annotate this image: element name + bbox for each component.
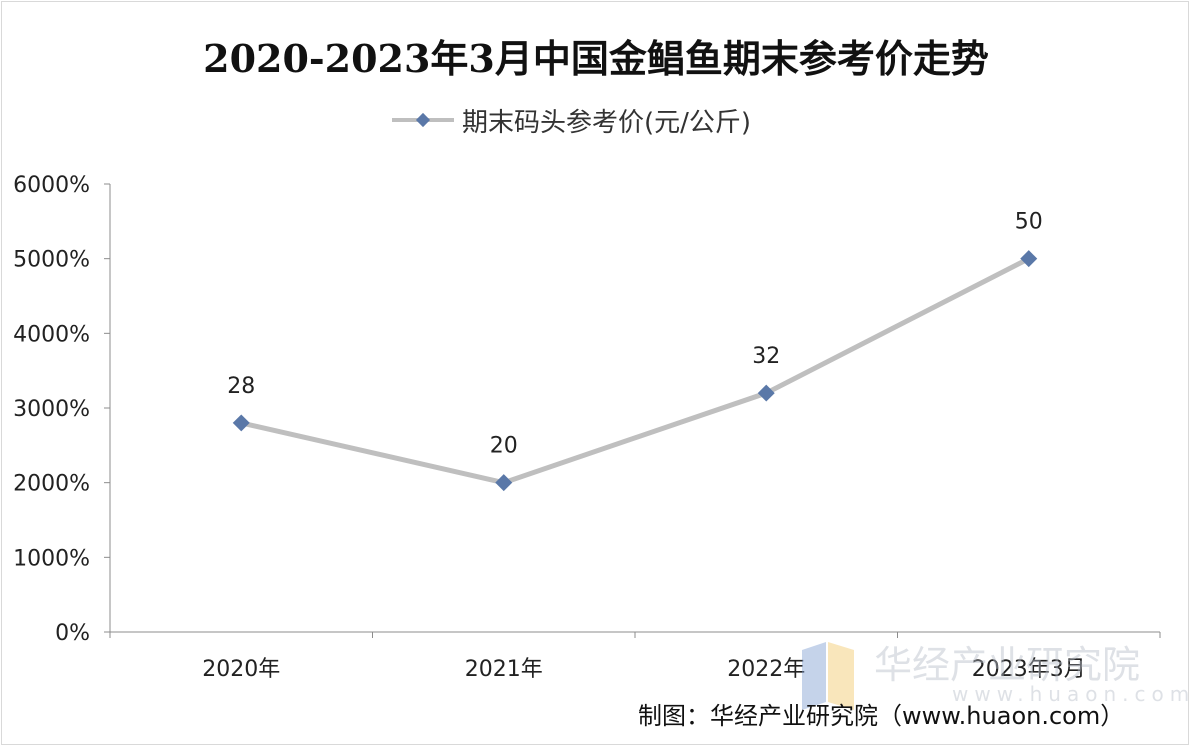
legend-series-name: 期末码头参考价(元/公斤): [462, 107, 752, 138]
data-label: 32: [752, 344, 780, 369]
x-tick-label: 2021年: [465, 657, 543, 682]
data-labels-group: 28 20 32 50: [227, 210, 1043, 459]
legend: 期末码头参考价(元/公斤): [392, 102, 751, 138]
legend-line-marker: [392, 112, 454, 128]
x-tick-label: 2023年3月: [972, 657, 1086, 682]
y-tick-label: 3000%: [13, 397, 90, 422]
x-tick-label: 2020年: [202, 657, 280, 682]
y-tick-label: 0%: [55, 621, 90, 646]
data-point-marker: [1020, 250, 1038, 268]
y-tick-label: 2000%: [13, 472, 90, 497]
chart-title: 2020-2023年3月中国金鲳鱼期末参考价走势: [203, 36, 989, 81]
data-label: 28: [227, 374, 255, 399]
series-line: [240, 256, 1030, 486]
y-tick-label: 6000%: [13, 173, 90, 198]
series-line-group: [240, 256, 1030, 486]
data-point-marker: [495, 474, 513, 492]
x-tick-label: 2022年: [727, 657, 805, 682]
y-tick-label: 1000%: [13, 546, 90, 571]
y-tick-label: 4000%: [13, 322, 90, 347]
data-label: 50: [1015, 210, 1043, 235]
y-tick-label: 5000%: [13, 248, 90, 273]
series-markers-group: [232, 250, 1038, 492]
data-point-marker: [232, 414, 250, 432]
data-label: 20: [490, 434, 518, 459]
source-note: 制图：华经产业研究院（www.huaon.com）: [638, 702, 1125, 730]
axes: 0%1000%2000%3000%4000%5000%6000%2020年 202…: [13, 173, 1161, 682]
data-point-marker: [757, 384, 775, 402]
